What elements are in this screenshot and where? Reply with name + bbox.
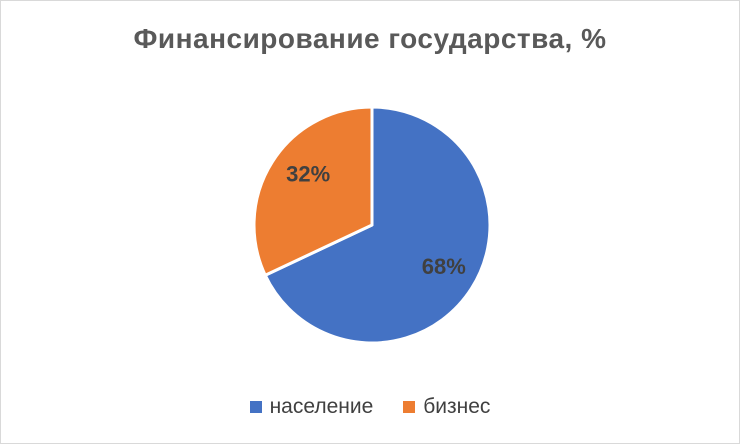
data-label-1: 68% <box>422 254 466 279</box>
pie-slice-2 <box>252 105 374 277</box>
legend-item-1: население <box>249 395 374 419</box>
legend-swatch-1 <box>249 401 262 413</box>
data-label-2: 32% <box>286 162 330 187</box>
legend-swatch-2 <box>403 401 416 413</box>
pie-slice-1 <box>263 105 492 345</box>
pie-slices <box>252 105 492 345</box>
chart-title: Финансирование государства, % <box>133 23 607 54</box>
pie-data-labels: 68% 32% <box>286 162 466 279</box>
legend-label-2: бизнес <box>423 395 491 418</box>
legend-label-1: население <box>269 395 374 418</box>
chart-legend: население бизнес <box>1 395 739 419</box>
legend-item-2: бизнес <box>403 395 490 419</box>
